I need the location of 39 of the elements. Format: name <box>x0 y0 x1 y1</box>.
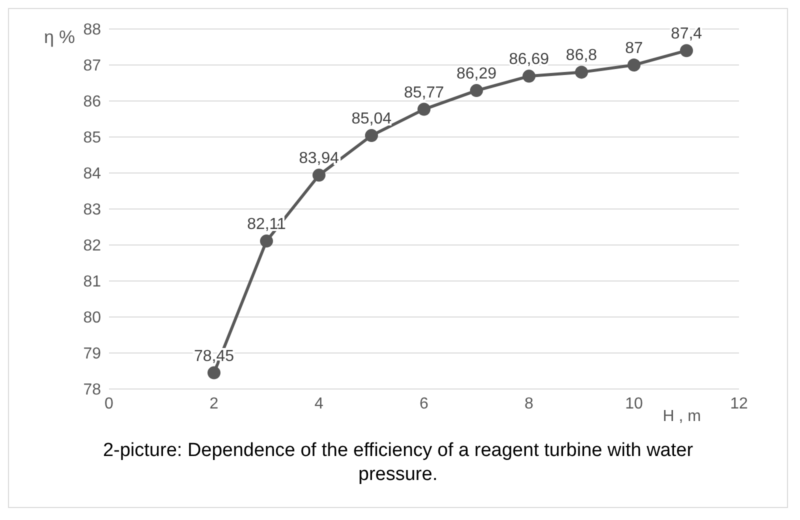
y-tick-label: 86 <box>83 94 102 111</box>
point <box>312 168 326 182</box>
point <box>470 84 483 98</box>
x-tick-label: 10 <box>625 395 643 412</box>
point <box>522 70 536 83</box>
y-tick-label: 84 <box>83 166 102 183</box>
y-tick-label: 83 <box>83 202 102 219</box>
data-label: 83,94 <box>298 150 340 168</box>
x-tick-label: 12 <box>730 395 748 412</box>
data-label: 85,77 <box>404 84 444 102</box>
point <box>365 129 378 142</box>
x-tick-label: 6 <box>420 395 429 412</box>
point <box>418 102 430 116</box>
y-tick-label: 87 <box>83 58 102 75</box>
text: 2-picture: Dependence of the efficiency of a reagent turbine with water pressure. <box>102 439 694 487</box>
point <box>628 58 640 72</box>
data-label: 86,29 <box>456 66 497 83</box>
x-axis-title: H , m <box>662 408 701 425</box>
y-tick-label: 78 <box>83 382 102 399</box>
point <box>260 234 273 248</box>
y-tick-label: 79 <box>83 346 102 363</box>
y-tick-label: 88 <box>83 22 102 39</box>
y-tick-label: 81 <box>83 274 102 291</box>
data-label: 87,4 <box>670 26 702 43</box>
data-label: 86,69 <box>508 51 550 68</box>
x-tick-label: 8 <box>524 395 534 412</box>
y-tick-label: 82 <box>83 238 102 255</box>
data-label: 87 <box>625 40 643 57</box>
data-label: 85,04 <box>351 110 392 128</box>
data-label: 86,8 <box>566 47 598 64</box>
point <box>680 44 693 58</box>
x-tick-label: 2 <box>210 395 219 412</box>
y-tick-label: 80 <box>83 310 102 327</box>
point <box>575 66 588 79</box>
point <box>208 366 220 380</box>
y-tick-label: 85 <box>83 130 102 147</box>
x-tick-label: 4 <box>314 395 324 412</box>
y-axis-title: η % <box>44 26 76 47</box>
x-tick-label: 0 <box>104 395 114 412</box>
